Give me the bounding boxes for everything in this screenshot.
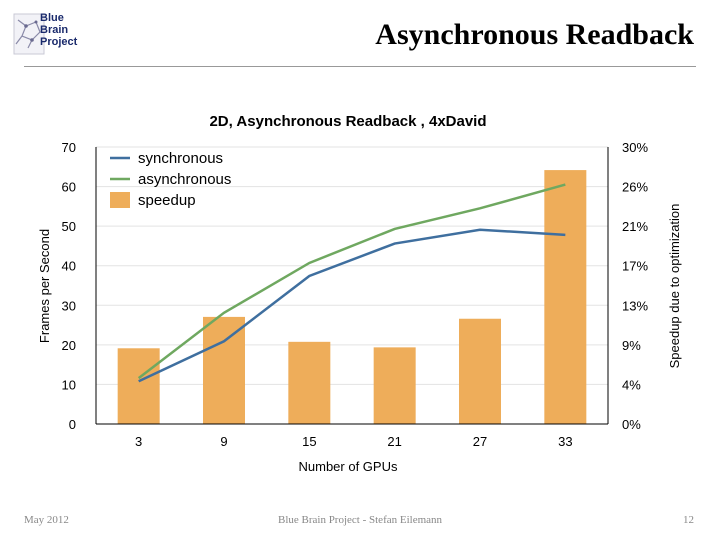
y2-tick-label: 17% [622,259,648,274]
y-tick-label: 60 [62,180,76,195]
y2-tick-label: 26% [622,180,648,195]
y2-tick-label: 30% [622,140,648,155]
x-axis-label: Number of GPUs [299,459,398,474]
slide-title: Asynchronous Readback [375,18,694,51]
y2-tick-label: 9% [622,338,641,353]
legend-label: speedup [138,192,196,209]
y-axis-label: Frames per Second [37,229,52,343]
logo-text: Blue Brain Project [40,12,78,48]
speedup-bar [544,170,587,424]
chart-title: 2D, Asynchronous Readback , 4xDavid [209,113,486,130]
legend-speedup-swatch [110,192,130,208]
y-tick-label: 0 [69,417,76,432]
asynchronous-line [137,183,566,380]
y-tick-label: 30 [62,298,76,313]
x-tick-label: 33 [558,434,572,449]
chart: 2D, Asynchronous Readback , 4xDavid 0 0% 1… [37,113,682,474]
x-tick-label: 3 [135,434,142,449]
blue-brain-logo-icon [13,13,45,55]
y-tick-label: 10 [62,377,76,392]
y2-tick-label: 0% [622,417,641,432]
x-tick-label: 15 [302,434,316,449]
speedup-bar [288,341,331,424]
y-tick-label: 70 [62,140,76,155]
title-divider [24,66,696,67]
legend-label: asynchronous [138,171,231,188]
synchronous-line [138,228,566,383]
x-tick-label: 21 [387,434,401,449]
y2-tick-label: 13% [622,298,648,313]
x-tick-label: 27 [473,434,487,449]
speedup-bar [459,318,501,424]
legend-label: synchronous [138,150,223,167]
y2-axis-label: Speedup due to optimization [667,204,682,369]
footer-author: Blue Brain Project - Stefan Eilemann [277,514,443,526]
y-tick-label: 50 [62,219,76,234]
y-tick-label: 20 [62,338,76,353]
footer-page-number: 12 [683,514,694,526]
x-tick-label: 9 [220,434,227,449]
y-tick-label: 40 [62,259,76,274]
speedup-bar [203,316,245,424]
speedup-bar [117,348,160,424]
y2-tick-label: 21% [622,219,648,234]
speedup-bar [373,347,416,424]
y2-tick-label: 4% [622,377,641,392]
footer-date: May 2012 [24,514,69,526]
